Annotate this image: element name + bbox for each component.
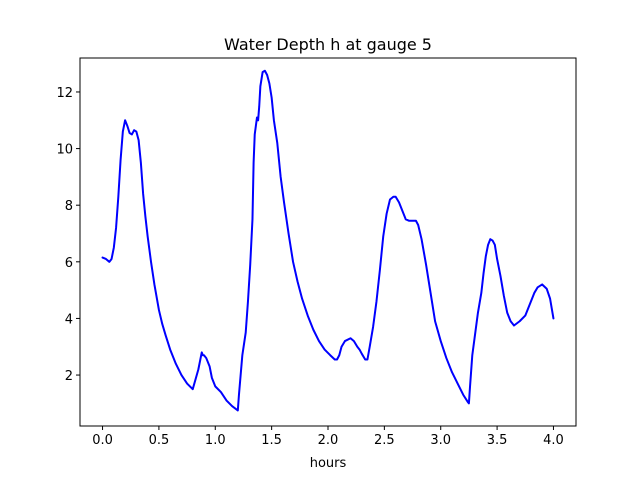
x-tick-label: 0.0 xyxy=(92,433,113,448)
x-tick-label: 1.5 xyxy=(261,433,282,448)
y-tick-label: 4 xyxy=(65,312,73,327)
y-tick-label: 2 xyxy=(65,369,73,384)
y-tick-label: 12 xyxy=(56,86,73,101)
y-tick-label: 8 xyxy=(65,199,73,214)
plot-area xyxy=(101,69,555,412)
chart-title: Water Depth h at gauge 5 xyxy=(224,35,432,54)
x-tick-label: 1.0 xyxy=(205,433,226,448)
x-tick-label: 3.0 xyxy=(430,433,451,448)
x-tick-label: 0.5 xyxy=(149,433,170,448)
x-tick-label: 4.0 xyxy=(543,433,564,448)
x-tick-label: 2.5 xyxy=(374,433,395,448)
y-tick-label: 10 xyxy=(56,143,73,158)
x-axis-ticks: 0.0 0.5 1.0 1.5 2.0 2.5 3.0 3.5 4.0 xyxy=(92,426,564,448)
y-axis-ticks: 2 4 6 8 10 12 xyxy=(56,86,80,384)
x-tick-label: 2.0 xyxy=(318,433,339,448)
y-tick-label: 6 xyxy=(65,256,73,271)
series-line-0 xyxy=(101,69,555,412)
x-tick-label: 3.5 xyxy=(487,433,508,448)
x-axis-label: hours xyxy=(310,456,347,471)
